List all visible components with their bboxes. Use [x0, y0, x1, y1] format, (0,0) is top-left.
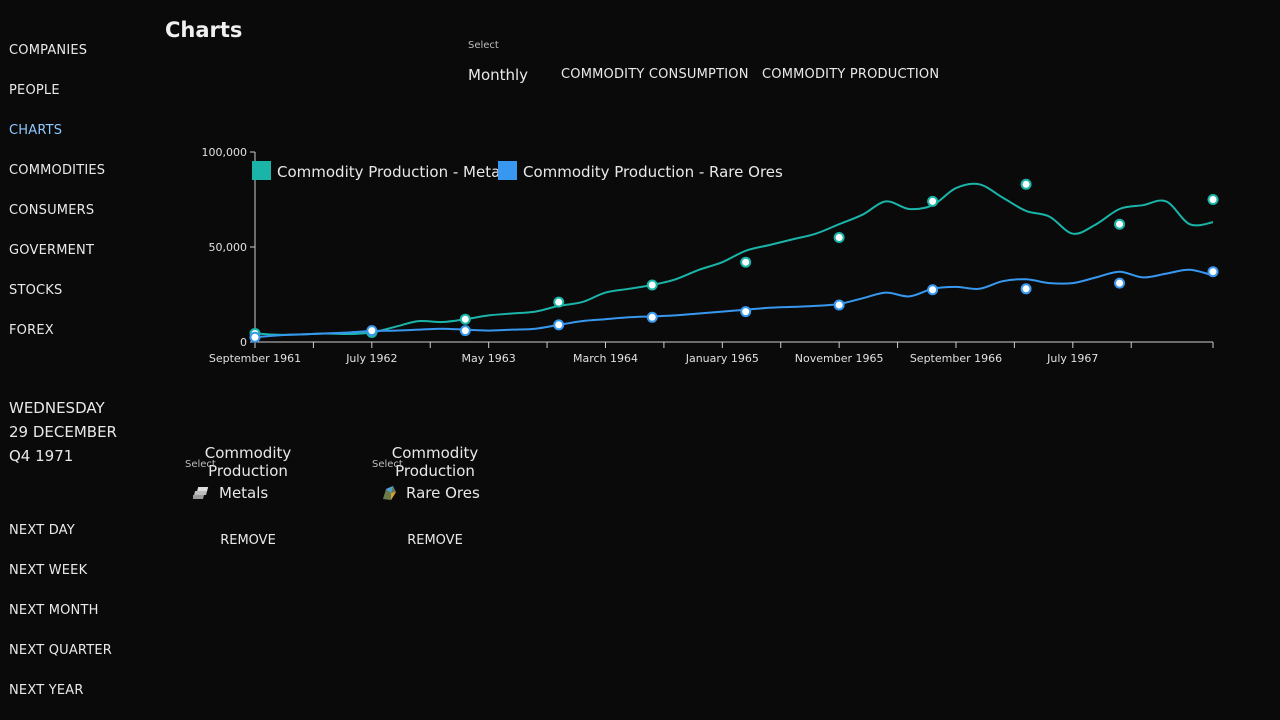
data-point-rare-ores [459, 325, 471, 337]
y-tick-label: 50,000 [209, 241, 248, 254]
date-weekday: WEDNESDAY [9, 399, 105, 417]
data-point-metals [927, 195, 939, 207]
card-select-label: Select [185, 459, 216, 470]
production-chart: 0 50,000 100,000 September 1961 July 1962 May… [160, 140, 1230, 380]
data-point-rare-ores [1207, 266, 1219, 278]
commodity-consumption-button[interactable]: COMMODITY CONSUMPTION [561, 67, 749, 82]
sidebar: COMPANIES PEOPLE CHARTS COMMODITIES CONS… [0, 0, 150, 720]
commodity-production-button[interactable]: COMMODITY PRODUCTION [762, 67, 940, 82]
series-card-metals: Commodity Production Select Metals REMOV… [163, 440, 333, 560]
data-point-metals [646, 279, 658, 291]
x-tick-label: September 1966 [910, 352, 1002, 365]
rare-ores-icon [380, 484, 398, 502]
data-point-rare-ores [249, 331, 261, 343]
x-tick-label: July 1967 [1046, 352, 1098, 365]
next-month-button[interactable]: NEXT MONTH [9, 603, 99, 618]
data-point-rare-ores [1020, 283, 1032, 295]
nav-item-stocks[interactable]: STOCKS [9, 283, 63, 298]
nav-item-consumers[interactable]: CONSUMERS [9, 203, 95, 218]
data-point-rare-ores [833, 299, 845, 311]
card-select-value: Metals [219, 484, 269, 502]
nav-item-goverment[interactable]: GOVERMENT [9, 243, 95, 258]
chart-svg: 0 50,000 100,000 September 1961 July 1962 May… [202, 146, 1219, 365]
current-date: WEDNESDAY 29 DECEMBER Q4 1971 [9, 396, 117, 468]
data-point-metals [1114, 218, 1126, 230]
legend-swatch [252, 161, 271, 180]
y-tick-label: 0 [240, 336, 247, 349]
period-select-label: Select [468, 40, 499, 51]
legend-label: Commodity Production - Metals [277, 163, 512, 181]
date-day-month: 29 DECEMBER [9, 423, 117, 441]
data-point-rare-ores [1114, 277, 1126, 289]
x-tick-label: January 1965 [685, 352, 759, 365]
remove-rare-ores-button[interactable]: REMOVE [407, 533, 463, 548]
metals-icon [190, 484, 211, 502]
data-point-metals [553, 296, 565, 308]
x-tick-label: July 1962 [345, 352, 397, 365]
legend-label: Commodity Production - Rare Ores [523, 163, 783, 181]
x-tick-label: March 1964 [573, 352, 638, 365]
next-quarter-button[interactable]: NEXT QUARTER [9, 643, 113, 658]
card-select-value: Rare Ores [406, 484, 480, 502]
data-point-metals [459, 313, 471, 325]
data-point-rare-ores [646, 311, 658, 323]
nav-item-charts[interactable]: CHARTS [9, 123, 63, 138]
data-point-metals [1207, 194, 1219, 205]
data-point-rare-ores [553, 319, 565, 331]
nav-item-commodities[interactable]: COMMODITIES [9, 163, 106, 178]
period-select[interactable]: Monthly [468, 66, 529, 84]
nav-item-forex[interactable]: FOREX [9, 323, 54, 338]
next-week-button[interactable]: NEXT WEEK [9, 563, 88, 578]
next-year-button[interactable]: NEXT YEAR [9, 683, 84, 698]
rare-ores-select[interactable]: Rare Ores [370, 476, 510, 512]
series-line-metals [254, 182, 1214, 336]
x-tick-label: May 1963 [462, 352, 516, 365]
data-point-rare-ores [740, 306, 752, 318]
data-point-metals [833, 232, 845, 243]
data-point-metals [1020, 178, 1032, 190]
x-tick-label: November 1965 [795, 352, 884, 365]
legend-swatch [498, 161, 517, 180]
y-tick-label: 100,000 [202, 146, 248, 159]
date-quarter-year: Q4 1971 [9, 447, 74, 465]
series-line-rare-ores [254, 268, 1214, 339]
series-card-rare-ores: Commodity Production Select Rare Ores RE… [350, 440, 520, 560]
card-title: Commodity Production [204, 444, 292, 480]
card-select-label: Select [372, 459, 403, 470]
metals-select[interactable]: Metals [183, 476, 323, 512]
nav-item-people[interactable]: PEOPLE [9, 83, 60, 98]
data-point-rare-ores [927, 284, 939, 296]
next-day-button[interactable]: NEXT DAY [9, 523, 75, 538]
page-title: Charts [165, 18, 243, 42]
data-point-rare-ores [366, 325, 378, 337]
data-point-metals [740, 256, 752, 268]
card-title: Commodity Production [391, 444, 479, 480]
x-tick-label: September 1961 [209, 352, 301, 365]
nav-item-companies[interactable]: COMPANIES [9, 43, 88, 58]
remove-metals-button[interactable]: REMOVE [220, 533, 276, 548]
